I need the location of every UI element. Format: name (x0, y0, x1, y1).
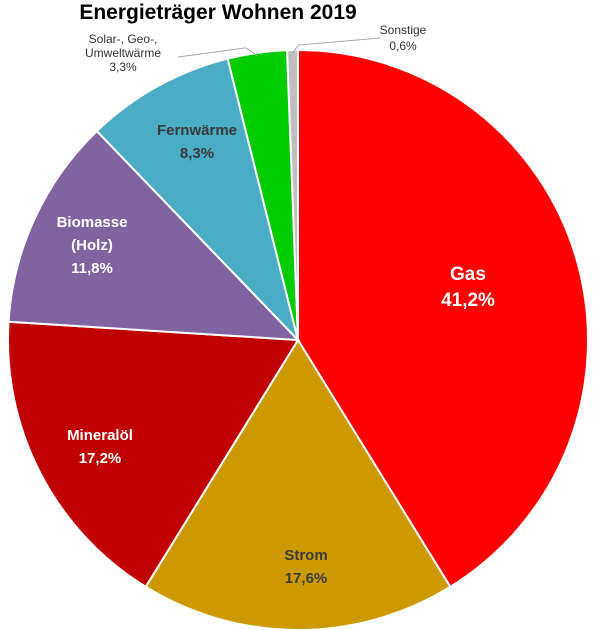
slice-label-5: Fernwärme 8,3% (157, 122, 237, 162)
slice-label-6: Solar-, Geo-, Umweltwärme 3,3% (85, 32, 161, 74)
slice-label-1: Gas 41,2% (441, 264, 495, 311)
pie-slice-1 (297, 48, 589, 589)
slice-labels: Gas 41,2% Strom 17,6% Mineralöl 17,2% Biomasse… (57, 23, 495, 587)
leader-lines (177, 37, 381, 58)
pie-slice-4 (7, 129, 301, 342)
slice-label-4: Biomasse (Holz) 11,8% (57, 214, 128, 277)
leader-line-6 (177, 47, 258, 58)
slice-label-7: Sonstige 0,6% (380, 23, 427, 53)
leader-line-7 (292, 37, 381, 54)
slice-label-3: Mineralöl 17,2% (67, 427, 133, 467)
pie-slice-3 (7, 320, 300, 589)
pie-slice-7 (286, 48, 299, 341)
slice-label-2: Strom 17,6% (284, 547, 327, 587)
pie-slice-5 (95, 57, 300, 344)
pie-slices (7, 48, 589, 630)
chart-title: Energieträger Wohnen 2019 (79, 1, 356, 24)
